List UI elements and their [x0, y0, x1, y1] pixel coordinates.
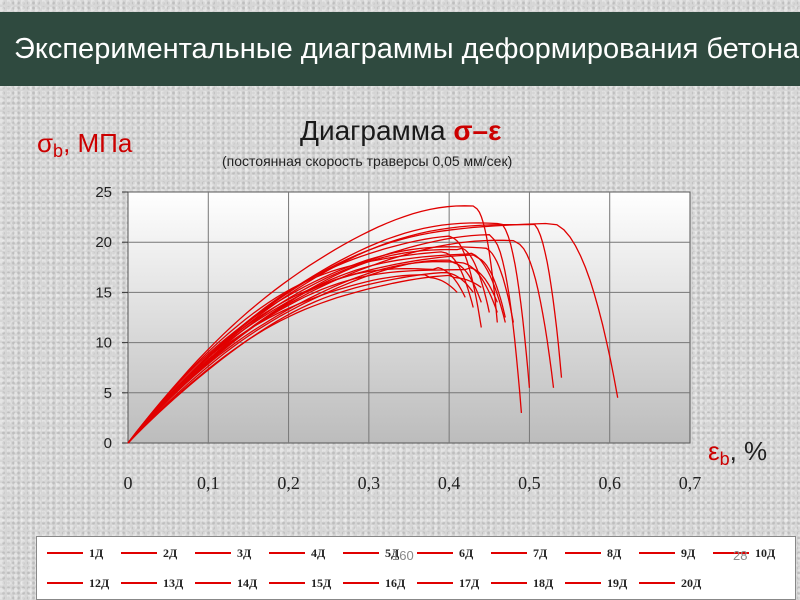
legend-label: 14Д [237, 575, 258, 590]
legend-item: 6Д [417, 543, 473, 563]
legend-item: 10Д [713, 543, 775, 563]
legend-label: 3Д [237, 545, 252, 560]
legend-swatch [639, 582, 675, 584]
legend-label: 5Д [385, 545, 400, 560]
chart-title: Диаграмма σ–ε [300, 115, 501, 147]
legend-label: 2Д [163, 545, 178, 560]
legend-label: 20Д [681, 575, 702, 590]
legend-swatch [565, 582, 601, 584]
legend-swatch [47, 582, 83, 584]
legend-label: 18Д [533, 575, 554, 590]
legend-item: 1Д [47, 543, 103, 563]
legend-item: 15Д [269, 573, 331, 593]
plot-area [127, 191, 691, 444]
slide-number-right: 28 [733, 548, 748, 563]
legend-label: 19Д [607, 575, 628, 590]
legend-swatch [269, 552, 305, 554]
y-tick-label: 20 [95, 234, 112, 251]
legend-swatch [491, 552, 527, 554]
x-tick-label: 0,4 [438, 473, 461, 493]
slide-title: Экспериментальные диаграммы деформирован… [14, 32, 800, 65]
legend-label: 7Д [533, 545, 548, 560]
chart-legend: 1Д 2Д 3Д 4Д 5Д 6Д 7Д 8Д 9Д 10Д 12Д 13Д 14Д 15Д 16Д 17Д… [36, 536, 796, 600]
stress-strain-chart: 0 0,1 0,2 0,3 0,4 0,5 0,6 0,7 0 5 10 15 20 25 [95, 184, 702, 493]
x-axis-label: εb, % [708, 436, 767, 470]
legend-swatch [121, 582, 157, 584]
legend-swatch [343, 552, 379, 554]
legend-label: 16Д [385, 575, 406, 590]
x-axis-unit: , % [729, 436, 768, 466]
legend-label: 10Д [755, 545, 776, 560]
y-tick-label: 10 [95, 335, 112, 352]
legend-item: 16Д [343, 573, 405, 593]
legend-item: 13Д [121, 573, 183, 593]
y-tick-label: 5 [104, 385, 112, 402]
y-axis-subscript: b [53, 141, 64, 161]
legend-label: 13Д [163, 575, 184, 590]
x-tick-label: 0,7 [679, 473, 702, 493]
legend-swatch [565, 552, 601, 554]
y-axis-unit: , МПа [63, 128, 133, 158]
legend-label: 6Д [459, 545, 474, 560]
legend-label: 8Д [607, 545, 622, 560]
x-axis-subscript: b [719, 449, 730, 469]
x-tick-label: 0,1 [197, 473, 220, 493]
legend-swatch [713, 552, 749, 554]
legend-swatch [417, 552, 453, 554]
x-tick-label: 0,5 [518, 473, 541, 493]
slide-header: Экспериментальные диаграммы деформирован… [0, 12, 800, 86]
y-axis-symbol: σ [37, 128, 54, 158]
legend-label: 12Д [89, 575, 110, 590]
slide-number-left: 160 [392, 548, 414, 563]
y-tick-label: 15 [95, 284, 112, 301]
x-tick-label: 0 [124, 473, 133, 493]
legend-item: 17Д [417, 573, 479, 593]
x-tick-label: 0,6 [598, 473, 621, 493]
series-line-19Д [127, 274, 482, 444]
y-tick-label: 0 [104, 435, 112, 452]
chart-subtitle: (постоянная скорость траверсы 0,05 мм/се… [222, 153, 513, 169]
legend-item: 4Д [269, 543, 325, 563]
legend-item: 7Д [491, 543, 547, 563]
legend-item: 18Д [491, 573, 553, 593]
legend-item: 5Д [343, 543, 399, 563]
x-tick-label: 0,2 [277, 473, 300, 493]
legend-item: 2Д [121, 543, 177, 563]
series-line-17Д [127, 267, 498, 444]
legend-swatch [195, 582, 231, 584]
legend-swatch [47, 552, 83, 554]
legend-label: 17Д [459, 575, 480, 590]
legend-item: 8Д [565, 543, 621, 563]
legend-item: 20Д [639, 573, 701, 593]
legend-label: 1Д [89, 545, 104, 560]
y-tick-label: 25 [95, 184, 112, 201]
legend-swatch [269, 582, 305, 584]
y-axis-label: σb, МПа [37, 128, 132, 162]
series-line-18Д [127, 271, 474, 444]
legend-item: 19Д [565, 573, 627, 593]
x-tick-label: 0,3 [358, 473, 381, 493]
series-line-8Д [127, 246, 515, 444]
legend-swatch [491, 582, 527, 584]
x-axis-symbol: ε [708, 436, 720, 466]
legend-swatch [121, 552, 157, 554]
legend-label: 9Д [681, 545, 696, 560]
legend-item: 14Д [195, 573, 257, 593]
legend-swatch [343, 582, 379, 584]
chart-title-text: Диаграмма [300, 115, 446, 146]
legend-swatch [639, 552, 675, 554]
legend-label: 15Д [311, 575, 332, 590]
legend-row: 12Д 13Д 14Д 15Д 16Д 17Д 18Д 19Д 20Д [37, 569, 795, 597]
series-line-20Д [127, 274, 458, 444]
legend-item: 12Д [47, 573, 109, 593]
legend-swatch [417, 582, 453, 584]
legend-row: 1Д 2Д 3Д 4Д 5Д 6Д 7Д 8Д 9Д 10Д [37, 539, 795, 567]
legend-item: 9Д [639, 543, 695, 563]
series-line-10Д [127, 252, 506, 444]
chart-title-symbols: σ–ε [453, 115, 502, 146]
series-line-1Д [127, 205, 498, 444]
legend-swatch [195, 552, 231, 554]
legend-item: 3Д [195, 543, 251, 563]
legend-label: 4Д [311, 545, 326, 560]
